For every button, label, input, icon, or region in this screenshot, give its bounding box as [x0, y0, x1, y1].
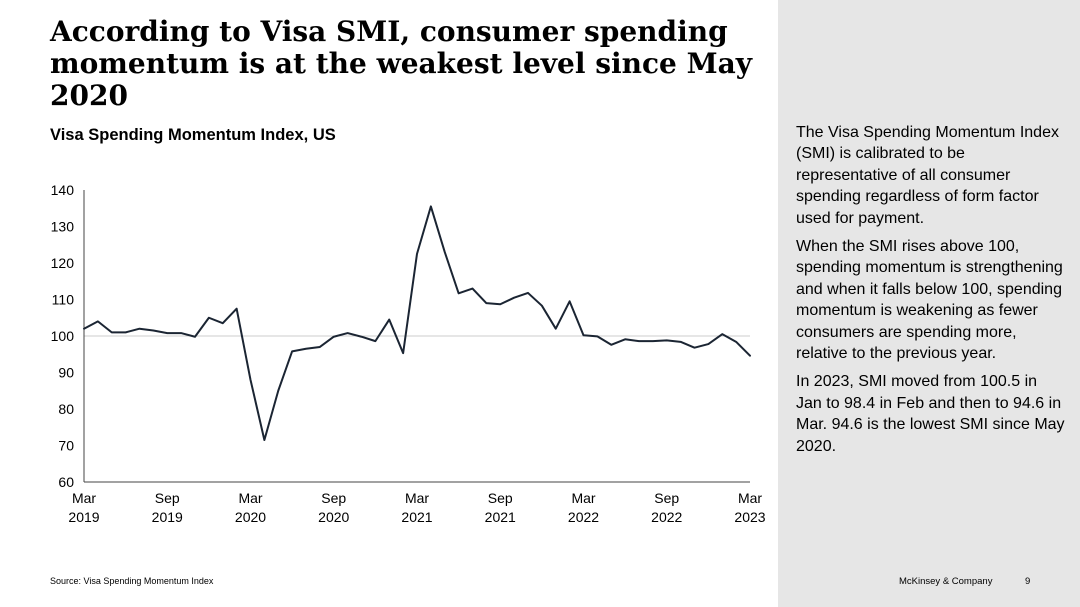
x-tick-label-month: Mar [238, 490, 262, 506]
line-chart: 60 70 80 90 100 110 120 130 140 Mar 2019 Sep 2019 Mar… [51, 182, 766, 525]
sidebar-paragraph-1: The Visa Spending Momentum Index (SMI) i… [796, 124, 1059, 227]
y-tick-label: 80 [58, 401, 74, 417]
x-tick-label-year: 2023 [734, 509, 765, 525]
x-tick-label-month: Mar [72, 490, 96, 506]
y-tick-label: 60 [58, 474, 74, 490]
y-tick-label: 100 [51, 328, 75, 344]
y-tick-label: 120 [51, 255, 75, 271]
x-tick-label-year: 2021 [485, 509, 516, 525]
x-tick-label-year: 2022 [568, 509, 599, 525]
x-tick-label-month: Sep [654, 490, 679, 506]
x-tick-label-year: 2022 [651, 509, 682, 525]
y-tick-label: 110 [52, 292, 75, 308]
x-tick-label-year: 2020 [318, 509, 349, 525]
x-tick-label-month: Sep [155, 490, 180, 506]
x-tick-label-year: 2019 [68, 509, 99, 525]
x-tick-label-year: 2019 [152, 509, 183, 525]
x-tick-label-month: Mar [571, 490, 595, 506]
y-tick-label: 130 [51, 219, 75, 235]
sidebar-paragraph-2: When the SMI rises above 100, spending m… [796, 238, 1063, 363]
x-tick-label-month: Mar [738, 490, 762, 506]
series-line-visa-smi [83, 205, 751, 442]
x-tick-label-month: Mar [405, 490, 429, 506]
sidebar-paragraph-3: In 2023, SMI moved from 100.5 in Jan to … [796, 373, 1065, 455]
y-tick-label: 140 [51, 182, 75, 198]
x-tick-label-year: 2020 [235, 509, 266, 525]
slide-title: According to Visa SMI, consumer spending… [50, 15, 753, 112]
y-tick-label: 70 [58, 438, 74, 454]
x-tick-label-month: Sep [488, 490, 513, 506]
right-panel [778, 0, 1080, 607]
x-tick-label-year: 2021 [401, 509, 432, 525]
y-tick-label: 90 [58, 365, 74, 381]
company-name: McKinsey & Company [899, 576, 993, 587]
x-tick-label-month: Sep [321, 490, 346, 506]
page-number: 9 [1025, 576, 1031, 587]
source-note: Source: Visa Spending Momentum Index [50, 576, 214, 586]
sidebar-text: The Visa Spending Momentum Index (SMI) i… [796, 122, 1066, 464]
chart-title: Visa Spending Momentum Index, US [50, 126, 336, 144]
